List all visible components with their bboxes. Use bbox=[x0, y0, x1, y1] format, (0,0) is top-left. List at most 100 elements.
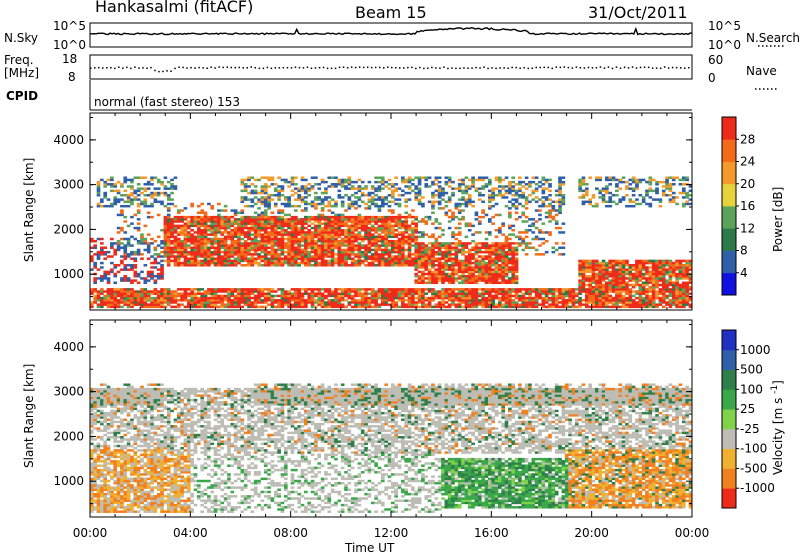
heatmap-cell bbox=[474, 277, 479, 280]
heatmap-cell bbox=[340, 202, 345, 206]
heatmap-cell bbox=[217, 226, 221, 230]
heatmap-cell bbox=[180, 250, 184, 254]
heatmap-cell bbox=[471, 253, 475, 256]
heatmap-cell bbox=[467, 178, 472, 182]
heatmap-cell bbox=[541, 290, 546, 293]
heatmap-cell bbox=[257, 246, 261, 250]
heatmap-cell bbox=[230, 215, 235, 219]
heatmap-cell bbox=[247, 290, 251, 293]
heatmap-cell bbox=[220, 259, 225, 263]
heatmap-cell bbox=[417, 296, 422, 300]
heatmap-cell bbox=[437, 257, 442, 260]
heatmap-cell bbox=[457, 198, 462, 201]
heatmap-cell bbox=[126, 299, 131, 302]
heatmap-cell bbox=[113, 274, 118, 278]
heatmap-cell bbox=[120, 290, 124, 293]
heatmap-cell bbox=[300, 239, 305, 243]
heatmap-cell bbox=[424, 255, 429, 258]
heatmap-cell bbox=[110, 294, 114, 298]
heatmap-cell bbox=[484, 255, 489, 258]
heatmap-cell bbox=[170, 202, 174, 206]
heatmap-cell bbox=[437, 226, 442, 230]
heatmap-cell bbox=[501, 261, 506, 265]
heatmap-cell bbox=[307, 294, 312, 298]
heatmap-cell bbox=[504, 176, 509, 179]
heatmap-cell bbox=[344, 233, 348, 236]
heatmap-cell bbox=[116, 303, 121, 306]
heatmap-cell bbox=[140, 301, 144, 304]
heatmap-cell bbox=[277, 242, 281, 245]
heatmap-cell bbox=[186, 224, 191, 228]
heatmap-cell bbox=[243, 264, 248, 267]
heatmap-cell bbox=[350, 305, 355, 309]
heatmap-cell bbox=[143, 290, 148, 293]
heatmap-cell bbox=[253, 233, 258, 236]
heatmap-cell bbox=[210, 259, 215, 263]
heatmap-cell bbox=[290, 255, 295, 258]
heatmap-cell bbox=[494, 250, 499, 254]
heatmap-cell bbox=[160, 268, 164, 271]
heatmap-cell bbox=[481, 185, 485, 188]
heatmap-cell bbox=[294, 248, 298, 252]
heatmap-cell bbox=[394, 259, 398, 263]
heatmap-cell bbox=[260, 185, 265, 188]
heatmap-cell bbox=[207, 239, 211, 243]
heatmap-cell bbox=[615, 305, 619, 309]
heatmap-cell bbox=[310, 204, 315, 208]
heatmap-cell bbox=[210, 204, 215, 208]
heatmap-cell bbox=[186, 301, 191, 304]
heatmap-cell bbox=[481, 193, 485, 197]
heatmap-cell bbox=[200, 296, 205, 300]
heatmap-cell bbox=[247, 259, 251, 263]
heatmap-cell bbox=[578, 281, 582, 285]
heatmap-cell bbox=[140, 299, 144, 302]
heatmap-cell bbox=[595, 285, 599, 289]
heatmap-cell bbox=[427, 261, 432, 265]
heatmap-cell bbox=[595, 294, 599, 298]
heatmap-cell bbox=[106, 279, 111, 282]
heatmap-cell bbox=[424, 183, 429, 186]
heatmap-cell bbox=[494, 261, 499, 265]
heatmap-cell bbox=[133, 266, 138, 269]
heatmap-cell bbox=[514, 235, 519, 239]
heatmap-cell bbox=[391, 292, 395, 295]
heatmap-cell bbox=[595, 274, 599, 278]
heatmap-cell bbox=[330, 248, 335, 252]
heatmap-cell bbox=[294, 259, 298, 263]
heatmap-cell bbox=[377, 180, 382, 184]
heatmap-cell bbox=[220, 299, 225, 302]
heatmap-cell bbox=[106, 183, 111, 186]
heatmap-cell bbox=[250, 305, 255, 309]
heatmap-cell bbox=[253, 299, 258, 302]
heatmap-cell bbox=[163, 187, 168, 190]
heatmap-cell bbox=[344, 288, 348, 291]
heatmap-cell bbox=[377, 248, 382, 252]
heatmap-cell bbox=[437, 301, 442, 304]
heatmap-cell bbox=[534, 183, 539, 186]
heatmap-cell bbox=[344, 299, 348, 302]
heatmap-cell bbox=[277, 209, 281, 212]
heatmap-cell bbox=[461, 178, 465, 182]
heatmap-cell bbox=[598, 288, 602, 291]
heatmap-cell bbox=[223, 248, 228, 252]
heatmap-cell bbox=[357, 250, 362, 254]
heatmap-cell bbox=[220, 261, 225, 265]
heatmap-cell bbox=[350, 226, 355, 230]
heatmap-cell bbox=[294, 183, 298, 186]
heatmap-cell bbox=[273, 218, 278, 221]
heatmap-cell bbox=[347, 204, 352, 208]
heatmap-cell bbox=[200, 237, 205, 241]
freq-point bbox=[218, 66, 220, 68]
heatmap-cell bbox=[227, 257, 231, 260]
heatmap-cell bbox=[183, 264, 188, 267]
heatmap-cell bbox=[237, 301, 241, 304]
heatmap-cell bbox=[387, 250, 392, 254]
heatmap-cell bbox=[277, 248, 281, 252]
heatmap-cell bbox=[397, 299, 402, 302]
heatmap-cell bbox=[210, 253, 215, 256]
heatmap-cell bbox=[153, 257, 158, 260]
heatmap-cell bbox=[588, 279, 592, 282]
heatmap-cell bbox=[431, 264, 435, 267]
heatmap-cell bbox=[404, 211, 409, 214]
heatmap-cell bbox=[464, 198, 469, 201]
